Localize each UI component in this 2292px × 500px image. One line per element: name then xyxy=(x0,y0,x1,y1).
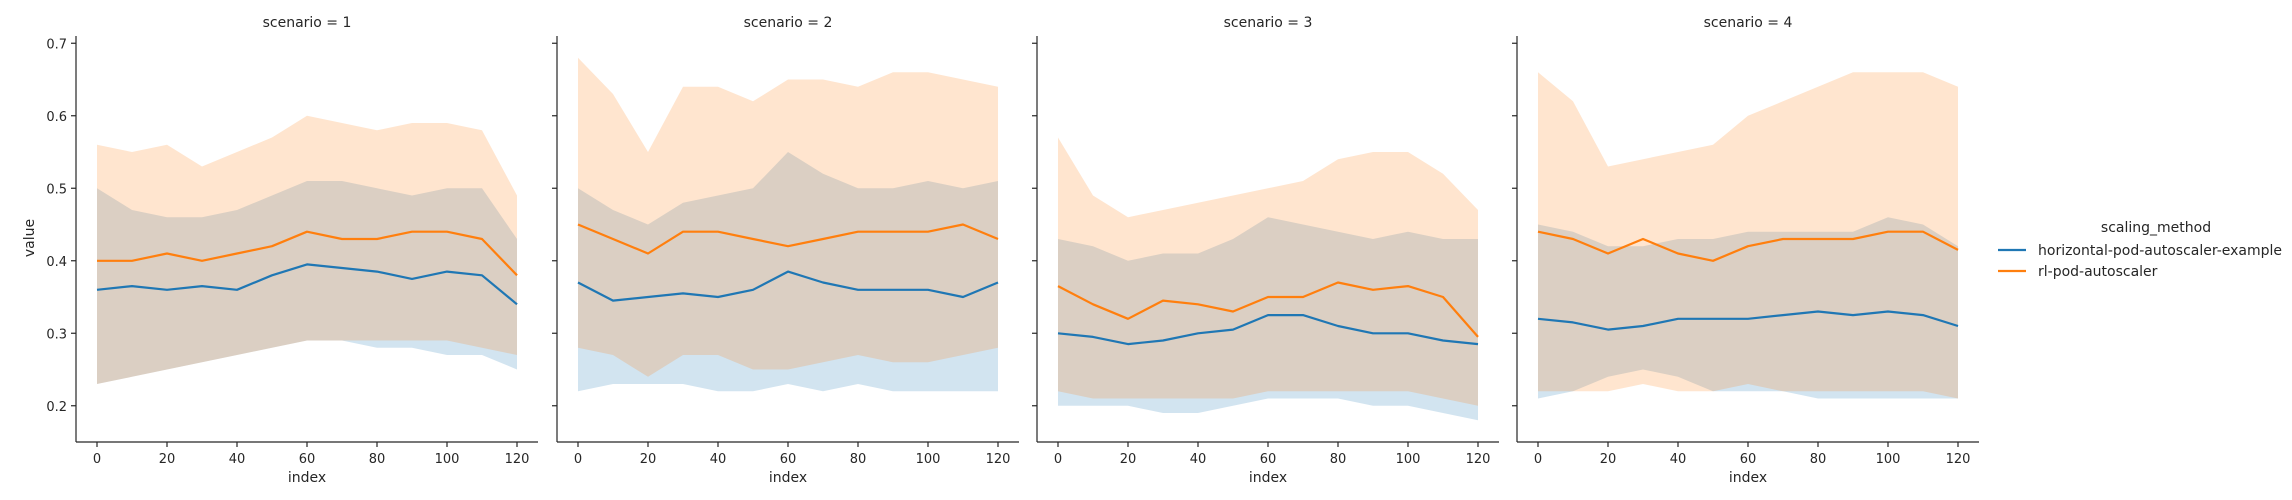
series-line xyxy=(577,223,999,255)
x-tick-label: 80 xyxy=(850,452,867,467)
x-tick-label: 100 xyxy=(1876,452,1901,467)
x-tick-label: 40 xyxy=(229,452,246,467)
series-line xyxy=(1537,310,1959,331)
series-line xyxy=(577,270,999,302)
plot-area: 0 20 40 60 80 100 120 0.2 0.3 0.4 0.5 0.6 0.7 xyxy=(46,36,538,467)
x-tick-label: 40 xyxy=(1670,452,1687,467)
confidence-band xyxy=(578,57,998,377)
y-tick-label: 0.3 xyxy=(46,327,67,342)
x-tick-label: 20 xyxy=(1120,452,1137,467)
plot-area: 0 20 40 60 80 100 120 xyxy=(1032,36,1499,467)
x-tick-label: 120 xyxy=(1946,452,1971,467)
legend: scaling_method horizontal-pod-autoscaler… xyxy=(1998,220,2282,280)
panel-4: scenario = 4 index 0 20 40 60 80 100 120 xyxy=(1512,15,1979,486)
y-tick-label: 0.6 xyxy=(46,110,67,125)
x-tick-label: 80 xyxy=(1810,452,1827,467)
panel-title: scenario = 2 xyxy=(744,15,833,31)
x-axis-label: index xyxy=(288,470,326,486)
x-tick-label: 0 xyxy=(1054,452,1062,467)
legend-label-rl: rl-pod-autoscaler xyxy=(2038,264,2158,280)
series-line xyxy=(96,263,518,306)
panel-title: scenario = 3 xyxy=(1224,15,1313,31)
legend-title: scaling_method xyxy=(2101,220,2211,236)
series-line xyxy=(97,230,518,277)
x-tick-label: 100 xyxy=(916,452,941,467)
panel-title: scenario = 4 xyxy=(1704,15,1793,31)
confidence-band xyxy=(1538,217,1958,399)
x-axis-label: index xyxy=(1249,470,1287,486)
x-tick-label: 60 xyxy=(1260,452,1277,467)
panel-title: scenario = 1 xyxy=(263,15,352,31)
x-tick-label: 120 xyxy=(1466,452,1491,467)
x-tick-label: 120 xyxy=(986,452,1011,467)
confidence-band xyxy=(97,115,517,385)
confidence-band xyxy=(1058,217,1478,421)
x-axis-label: index xyxy=(1729,470,1767,486)
x-tick-label: 0 xyxy=(93,452,101,467)
x-tick-label: 20 xyxy=(159,452,176,467)
confidence-band xyxy=(1538,72,1958,399)
y-tick-label: 0.4 xyxy=(46,255,67,270)
confidence-band xyxy=(1058,137,1478,406)
x-tick-label: 20 xyxy=(1600,452,1617,467)
x-tick-label: 80 xyxy=(369,452,386,467)
panel-2: scenario = 2 index 0 20 40 60 80 100 120 xyxy=(552,15,1019,486)
legend-label-hpa: horizontal-pod-autoscaler-example xyxy=(2038,243,2282,259)
x-tick-label: 120 xyxy=(505,452,530,467)
series-line xyxy=(1057,314,1479,346)
x-tick-label: 100 xyxy=(1396,452,1421,467)
x-tick-label: 0 xyxy=(1534,452,1542,467)
y-tick-label: 0.2 xyxy=(46,400,67,415)
x-tick-label: 40 xyxy=(1190,452,1207,467)
x-tick-label: 100 xyxy=(435,452,460,467)
x-tick-label: 20 xyxy=(640,452,657,467)
plot-area: 0 20 40 60 80 100 120 xyxy=(552,36,1019,467)
series-line xyxy=(1537,230,1959,262)
x-tick-label: 0 xyxy=(574,452,582,467)
series-line xyxy=(1057,281,1479,338)
y-tick-label: 0.7 xyxy=(46,37,67,52)
y-axis-label: value xyxy=(22,219,38,257)
x-tick-label: 80 xyxy=(1330,452,1347,467)
x-tick-label: 60 xyxy=(299,452,316,467)
x-tick-label: 60 xyxy=(1740,452,1757,467)
x-tick-label: 60 xyxy=(780,452,797,467)
y-tick-label: 0.5 xyxy=(46,182,67,197)
x-axis-label: index xyxy=(769,470,807,486)
panel-1: scenario = 1 index 0 20 40 60 80 100 120 0.2 0.3… xyxy=(46,15,538,486)
plot-area: 0 20 40 60 80 100 120 xyxy=(1512,36,1979,467)
x-tick-label: 40 xyxy=(710,452,727,467)
panel-3: scenario = 3 index 0 20 40 60 80 100 120 xyxy=(1032,15,1499,486)
